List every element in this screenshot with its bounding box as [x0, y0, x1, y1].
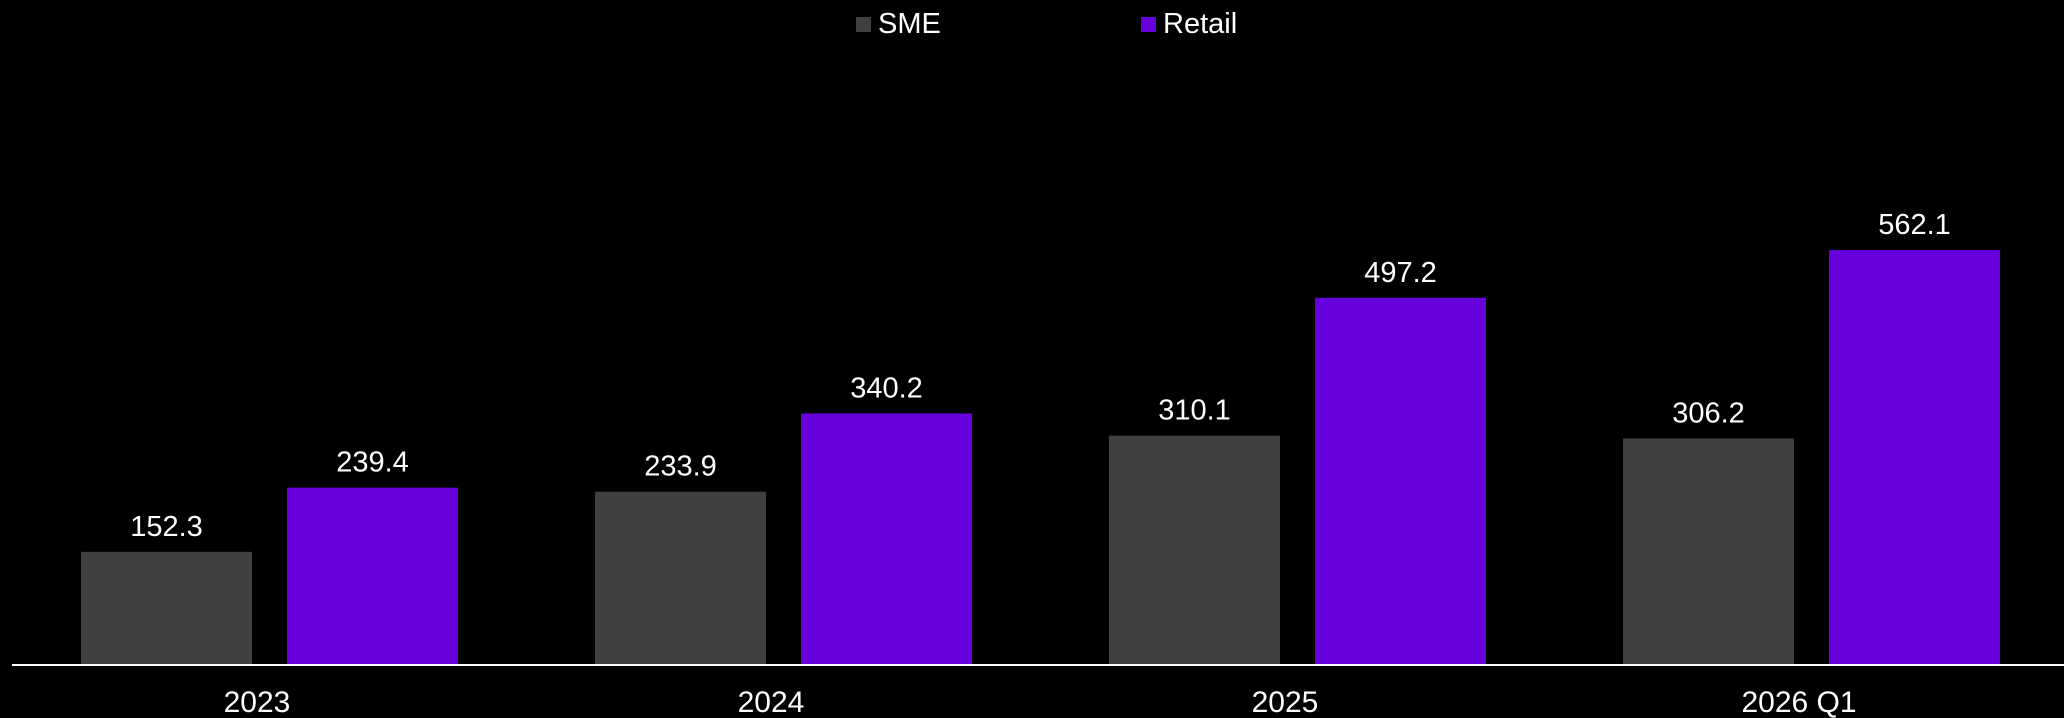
data-label-sme-2026-q1: 306.2: [1672, 397, 1745, 429]
data-label-retail-2025: 497.2: [1364, 257, 1437, 289]
bar-sme-2023: [81, 551, 252, 664]
data-label-retail-2023: 239.4: [336, 447, 409, 479]
data-label-sme-2024: 233.9: [644, 451, 717, 483]
legend-item-sme: SME: [856, 6, 941, 42]
bar-retail-2025: [1315, 297, 1486, 664]
bar-sme-2025: [1109, 435, 1280, 664]
data-label-sme-2025: 310.1: [1158, 395, 1231, 427]
x-tick-label-2023: 2023: [224, 686, 291, 718]
data-label-retail-2024: 340.2: [850, 372, 923, 404]
x-tick-label-2026-q1: 2026 Q1: [1741, 686, 1856, 718]
bar-retail-2024: [801, 413, 972, 664]
data-label-retail-2026-q1: 562.1: [1878, 209, 1951, 241]
x-tick-label-2024: 2024: [738, 686, 805, 718]
bar-retail-2026-q1: [1829, 250, 2000, 664]
bar-sme-2024: [595, 491, 766, 664]
x-tick-label-2025: 2025: [1252, 686, 1319, 718]
legend-swatch-sme: [856, 16, 871, 32]
bar-retail-2023: [287, 487, 458, 664]
legend-label-sme: SME: [878, 8, 941, 40]
legend-swatch-retail: [1141, 16, 1156, 32]
legend-label-retail: Retail: [1163, 8, 1238, 40]
bar-sme-2026-q1: [1623, 438, 1794, 664]
chart-legend: SME Retail: [0, 6, 2064, 42]
data-label-sme-2023: 152.3: [130, 511, 203, 543]
legend-item-retail: Retail: [1141, 6, 1237, 42]
